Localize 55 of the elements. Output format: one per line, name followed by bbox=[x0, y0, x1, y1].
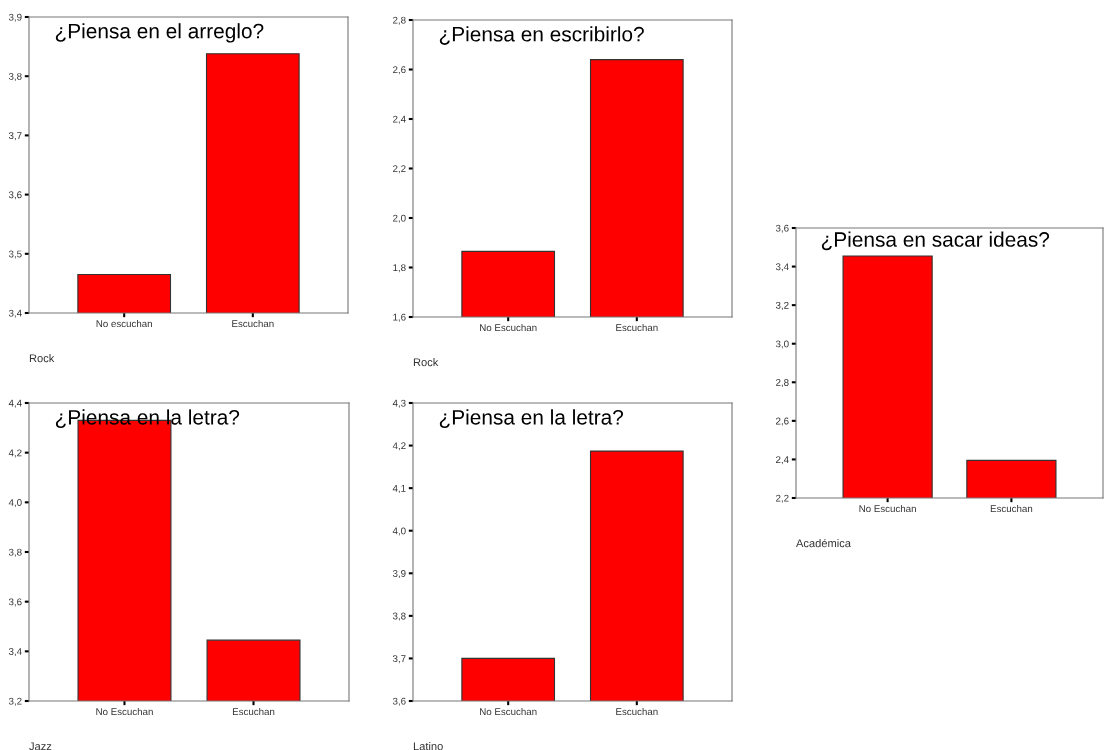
y-tick-label: 3,2 bbox=[8, 697, 22, 706]
y-tick-label: 2,2 bbox=[393, 165, 406, 174]
y-tick-label: 4,2 bbox=[392, 442, 406, 451]
y-tick-label: 3,4 bbox=[775, 263, 789, 272]
x-axis-title: Rock bbox=[29, 354, 55, 363]
y-tick-label: 2,8 bbox=[393, 16, 406, 25]
y-tick-label: 3,7 bbox=[392, 655, 406, 664]
y-tick-label: 3,7 bbox=[8, 132, 22, 141]
y-tick-label: 3,6 bbox=[8, 598, 22, 607]
y-tick-label: 4,4 bbox=[8, 399, 22, 408]
x-axis-title: Jazz bbox=[29, 742, 52, 750]
y-tick-label: 3,8 bbox=[392, 612, 406, 621]
y-tick-label: 3,5 bbox=[8, 250, 22, 259]
y-tick-label: 4,1 bbox=[392, 484, 406, 493]
y-tick-label: 3,4 bbox=[8, 309, 22, 318]
y-tick-label: 3,6 bbox=[8, 191, 22, 200]
x-axis-title: Latino bbox=[413, 742, 443, 750]
y-tick-label: 3,6 bbox=[392, 697, 406, 706]
x-tick-label: No Escuchan bbox=[859, 504, 916, 513]
y-tick-label: 1,6 bbox=[393, 313, 406, 322]
x-axis-title: Académica bbox=[796, 538, 851, 548]
y-tick-label: 2,8 bbox=[776, 379, 789, 388]
x-tick-label: Escuchan bbox=[232, 319, 274, 328]
y-tick-label: 3,9 bbox=[392, 570, 406, 579]
y-tick-label: 3,9 bbox=[8, 13, 22, 22]
x-tick-label: No Escuchan bbox=[480, 323, 537, 332]
x-axis-title: Rock bbox=[413, 358, 439, 367]
y-tick-label: 2,6 bbox=[393, 66, 406, 75]
x-tick-label: Escuchan bbox=[616, 707, 658, 716]
x-tick-label: No Escuchan bbox=[96, 707, 153, 716]
y-tick-label: 4,3 bbox=[392, 399, 406, 408]
y-tick-label: 2,0 bbox=[393, 214, 406, 223]
y-tick-label: 3,0 bbox=[775, 340, 789, 349]
y-tick-label: 3,6 bbox=[775, 224, 789, 233]
y-tick-label: 1,8 bbox=[393, 264, 406, 273]
chart-title: ¿Piensa en escribirlo? bbox=[439, 26, 644, 45]
y-tick-label: 3,8 bbox=[8, 548, 22, 557]
x-tick-label: Escuchan bbox=[990, 504, 1033, 513]
y-tick-label: 4,0 bbox=[392, 527, 406, 536]
y-tick-label: 3,2 bbox=[775, 301, 789, 310]
y-tick-label: 3,8 bbox=[8, 72, 22, 81]
chart-title: ¿Piensa en sacar ideas? bbox=[821, 231, 1050, 251]
y-tick-label: 4,0 bbox=[8, 499, 22, 508]
chart-title: ¿Piensa en el arreglo? bbox=[55, 23, 264, 43]
y-tick-label: 2,6 bbox=[776, 417, 789, 426]
y-tick-label: 2,2 bbox=[776, 494, 789, 503]
x-tick-label: No escuchan bbox=[96, 319, 152, 328]
x-tick-label: Escuchan bbox=[232, 707, 275, 716]
x-tick-label: Escuchan bbox=[616, 323, 658, 332]
y-tick-label: 2,4 bbox=[776, 456, 789, 465]
x-tick-label: No Escuchan bbox=[480, 707, 537, 716]
chart-title: ¿Piensa en la letra? bbox=[439, 409, 624, 429]
y-tick-label: 4,2 bbox=[8, 449, 22, 458]
y-tick-label: 2,4 bbox=[393, 115, 406, 124]
y-tick-label: 3,4 bbox=[8, 648, 22, 657]
